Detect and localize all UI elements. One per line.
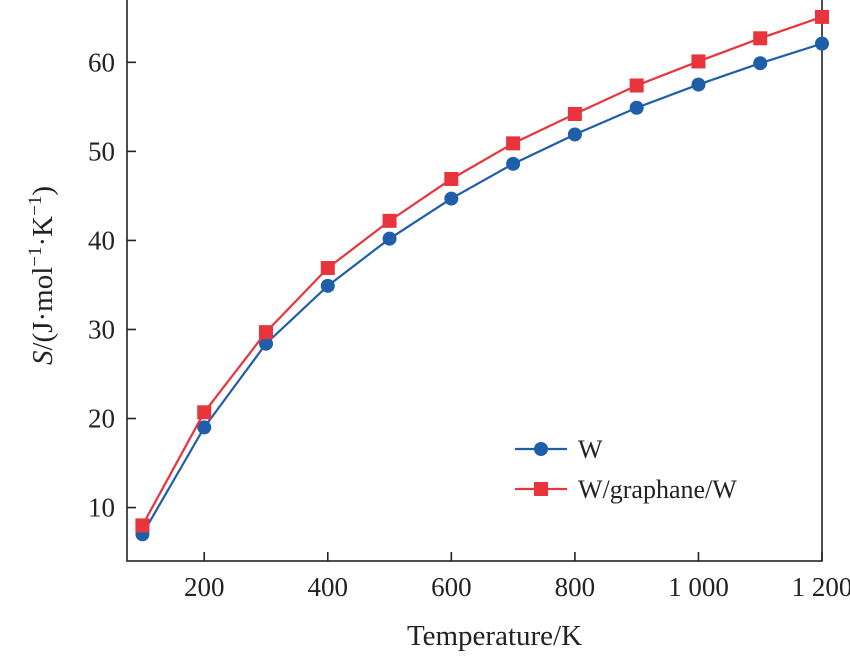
data-point [382, 213, 397, 228]
y-tick-label: 10 [88, 493, 115, 523]
axes-frame [126, 0, 823, 562]
data-point [320, 261, 335, 276]
data-point [691, 54, 706, 69]
data-point [567, 127, 582, 142]
y-tick-label: 50 [88, 136, 115, 166]
y-axis: 10 20 30 40 50 60 [88, 47, 136, 523]
legend-item: W [515, 435, 603, 464]
data-point [815, 9, 829, 24]
data-point [259, 325, 273, 340]
y-axis-label: S/(J·mol−1·K−1) [25, 186, 59, 365]
x-axis-label: Temperature/K [407, 620, 582, 652]
x-axis: 200 400 600 800 1 000 1 200 [184, 552, 850, 602]
data-point [135, 518, 150, 533]
data-point [506, 156, 521, 171]
x-tick-label: 400 [308, 572, 349, 602]
x-tick-label: 200 [184, 572, 225, 602]
data-point [382, 231, 397, 246]
y-axis-label-symbol: S [27, 350, 59, 365]
data-point [815, 36, 829, 51]
data-point [753, 56, 768, 71]
data-point [444, 171, 459, 186]
data-point [320, 278, 335, 293]
y-axis-label-unit-end: ) [27, 186, 59, 196]
series-layer [135, 9, 829, 542]
x-tick-label: 800 [555, 572, 596, 602]
y-axis-label-unit-part1: /(J·mol [27, 267, 59, 351]
legend-label: W/graphane/W [578, 475, 737, 504]
legend-marker [534, 442, 548, 456]
series-w [135, 36, 829, 542]
series-line [141, 15, 823, 526]
data-point [197, 405, 212, 420]
y-axis-label-sup1: −1 [25, 247, 46, 267]
series-line [141, 42, 823, 535]
data-point [629, 100, 644, 115]
data-point [197, 420, 212, 435]
x-tick-label: 1 200 [792, 572, 850, 602]
data-point [567, 106, 582, 121]
y-axis-label-sup2: −1 [25, 196, 46, 216]
data-point [753, 31, 768, 46]
y-tick-label: 60 [88, 47, 115, 77]
plot-area: 200 400 600 800 1 000 1 200 10 20 30 40 50 60 [88, 0, 850, 602]
data-point [629, 78, 644, 93]
legend-item: W/graphane/W [515, 475, 737, 504]
legend-marker [534, 482, 548, 496]
y-tick-label: 40 [88, 225, 115, 255]
legend-label: W [578, 435, 603, 464]
y-axis-label-unit-part2: ·K [27, 216, 59, 247]
data-point [506, 136, 521, 151]
legend: W W/graphane/W [515, 435, 737, 504]
data-point [259, 336, 273, 351]
data-point [444, 191, 459, 206]
x-tick-label: 600 [431, 572, 472, 602]
series-w-graphane-w [135, 9, 829, 533]
y-tick-label: 30 [88, 314, 115, 344]
y-tick-label: 20 [88, 404, 115, 434]
x-tick-label: 1 000 [668, 572, 729, 602]
data-point [691, 77, 706, 92]
